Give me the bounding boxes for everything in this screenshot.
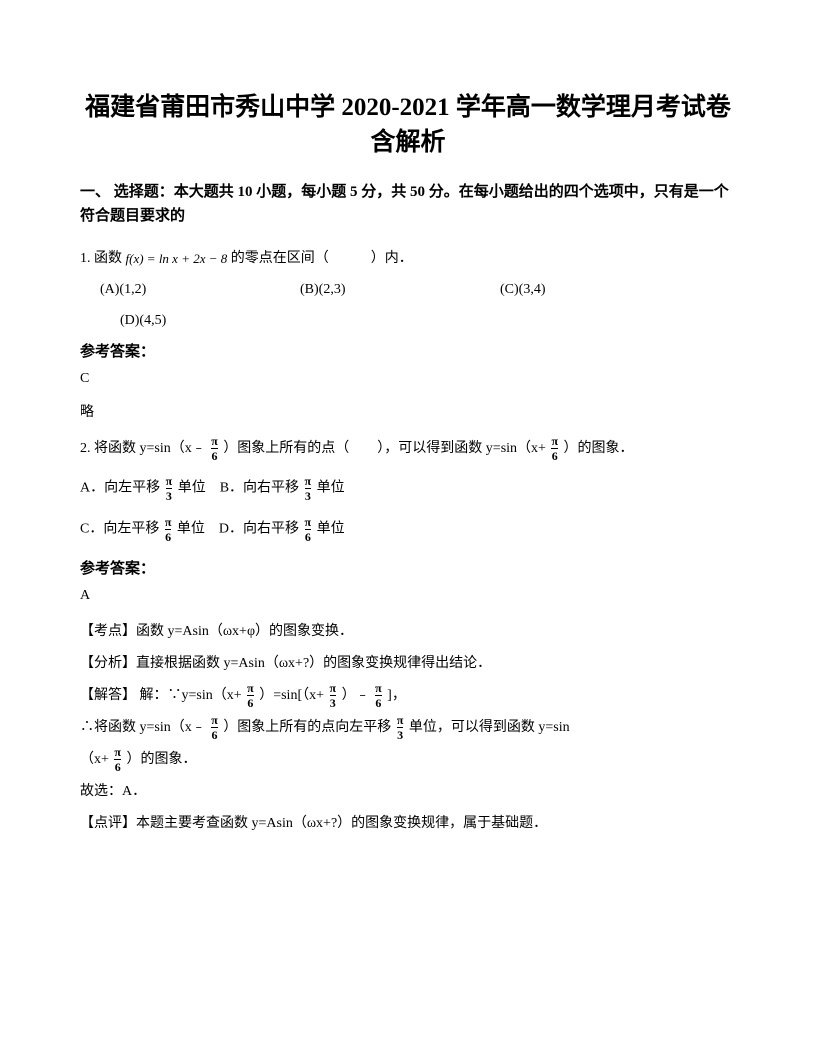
line2-mid: ）图象上所有的点向左平移 xyxy=(223,720,391,735)
q1-option-d: (D)(4,5) xyxy=(100,308,166,333)
line3-suf: ）的图象． xyxy=(126,752,196,767)
q1-formula: f(x) = ln x + 2x − 8 xyxy=(126,247,228,270)
fenxi-text: 直接根据函数 y=Asin（ωx+?）的图象变换规律得出结论． xyxy=(136,656,491,671)
pi-over-6-icon: π 6 xyxy=(305,516,312,543)
question-1: 1. 函数 f(x) = ln x + 2x − 8 的零点在区间（ ）内． (… xyxy=(80,246,736,334)
section-header: 一、 选择题：本大题共 10 小题，每小题 5 分，共 50 分。在每小题给出的… xyxy=(80,180,736,228)
line2-pre: ∴将函数 y=sin（x﹣ xyxy=(80,720,206,735)
jieda-mid2: ）﹣ xyxy=(342,688,370,703)
q2-fenxi: 【分析】直接根据函数 y=Asin（ωx+?）的图象变换规律得出结论． xyxy=(80,650,736,678)
pi-over-3-icon: π 3 xyxy=(397,714,404,741)
q1-suffix: 的零点在区间（ ）内． xyxy=(231,251,413,266)
pi-over-3-icon: π 3 xyxy=(330,682,337,709)
q1-option-a: (A)(1,2) xyxy=(100,277,300,302)
kaodian-label: 【考点】 xyxy=(80,624,136,639)
jieda-mid1: ）=sin[（x+ xyxy=(259,688,324,703)
pi-over-6-icon: π 6 xyxy=(247,682,254,709)
dianping-label: 【点评】 xyxy=(80,816,136,831)
q2-option-b-suf: 单位 xyxy=(317,480,345,495)
q2-mid1: ）图象上所有的点（ ），可以得到函数 y=sin（x+ xyxy=(223,441,546,456)
q1-option-c: (C)(3,4) xyxy=(500,277,660,302)
fenxi-label: 【分析】 xyxy=(80,656,136,671)
line2-suf: 单位，可以得到函数 y=sin xyxy=(409,720,570,735)
jieda-pre: 解：∵y=sin（x+ xyxy=(140,688,242,703)
pi-over-6-icon: π 6 xyxy=(114,746,121,773)
q2-jieda-line3: （x+ π 6 ）的图象． xyxy=(80,746,736,774)
q2-option-d-pre: D．向右平移 xyxy=(219,521,299,536)
q2-answer-label: 参考答案： xyxy=(80,557,736,578)
q2-option-d-suf: 单位 xyxy=(317,521,345,536)
pi-over-6-icon: π 6 xyxy=(551,435,558,462)
q2-prefix: 2. 将函数 y=sin（x﹣ xyxy=(80,441,206,456)
q1-brief: 略 xyxy=(80,401,736,421)
q1-options-row-1: (A)(1,2) (B)(2,3) (C)(3,4) xyxy=(80,277,736,302)
pi-over-6-icon: π 6 xyxy=(375,682,382,709)
document-title: 福建省莆田市秀山中学 2020-2021 学年高一数学理月考试卷含解析 xyxy=(80,90,736,160)
jieda-suf1: ]， xyxy=(387,688,406,703)
q2-option-a-suf: 单位 xyxy=(178,480,206,495)
pi-over-3-icon: π 3 xyxy=(166,475,173,502)
q2-kaodian: 【考点】函数 y=Asin（ωx+φ）的图象变换． xyxy=(80,618,736,646)
q1-option-b: (B)(2,3) xyxy=(300,277,500,302)
q2-dianping: 【点评】本题主要考查函数 y=Asin（ωx+?）的图象变换规律，属于基础题． xyxy=(80,810,736,838)
jieda-label: 【解答】 xyxy=(80,688,136,703)
q2-option-c-suf: 单位 xyxy=(177,521,205,536)
q2-answer: A xyxy=(80,588,736,604)
pi-over-6-icon: π 6 xyxy=(211,435,218,462)
q2-option-c-pre: C．向左平移 xyxy=(80,521,159,536)
q1-options-row-2: (D)(4,5) xyxy=(80,308,736,333)
q1-prefix: 1. 函数 xyxy=(80,251,122,266)
q2-option-a-pre: A．向左平移 xyxy=(80,480,160,495)
q1-answer-label: 参考答案： xyxy=(80,340,736,361)
kaodian-text: 函数 y=Asin（ωx+φ）的图象变换． xyxy=(136,624,353,639)
line3-pre: （x+ xyxy=(80,752,109,767)
q2-conclusion: 故选：A． xyxy=(80,778,736,806)
q1-answer: C xyxy=(80,371,736,387)
pi-over-6-icon: π 6 xyxy=(211,714,218,741)
pi-over-3-icon: π 3 xyxy=(305,475,312,502)
q2-option-b-pre: B．向右平移 xyxy=(220,480,299,495)
dianping-text: 本题主要考查函数 y=Asin（ωx+?）的图象变换规律，属于基础题． xyxy=(136,816,547,831)
question-2: 2. 将函数 y=sin（x﹣ π 6 ）图象上所有的点（ ），可以得到函数 y… xyxy=(80,435,736,543)
pi-over-6-icon: π 6 xyxy=(165,516,172,543)
q2-suffix1: ）的图象． xyxy=(564,441,634,456)
q2-jieda-line1: 【解答】 解：∵y=sin（x+ π 6 ）=sin[（x+ π 3 ）﹣ π … xyxy=(80,682,736,710)
q2-jieda-line2: ∴将函数 y=sin（x﹣ π 6 ）图象上所有的点向左平移 π 3 单位，可以… xyxy=(80,714,736,742)
